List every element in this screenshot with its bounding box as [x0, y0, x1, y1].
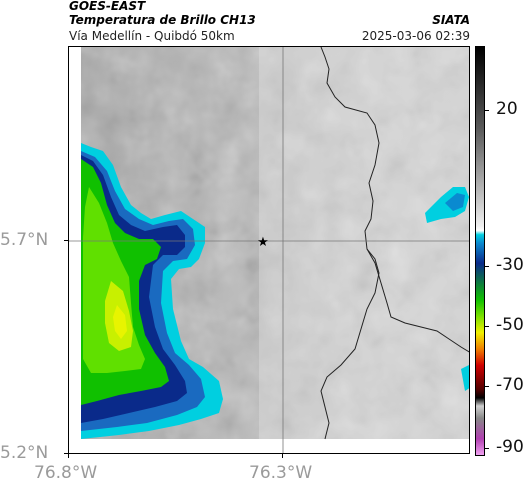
datetime-label: 2025-03-06 02:39: [361, 29, 470, 43]
cbar-tick-label: -70: [496, 375, 524, 395]
cbar-tick-label: -50: [496, 315, 524, 335]
cloud-light-region: [259, 47, 469, 439]
convective-cloud: [81, 143, 223, 439]
y-tickmark-1: [64, 240, 68, 241]
x-tickmark-2: [282, 454, 283, 458]
region-subtitle: Vía Medellín - Quibdó 50km: [69, 29, 235, 43]
cbar-tick-label: -30: [496, 255, 524, 275]
y-tickmark-2: [64, 453, 68, 454]
star-icon[interactable]: ★: [257, 235, 269, 250]
border-line-south: [320, 248, 380, 440]
cbar-tick-label: -90: [496, 437, 524, 457]
x-tickmark-1: [68, 454, 69, 458]
y-tick-label: 5.7°N: [0, 230, 49, 250]
source-label: SIATA: [432, 13, 470, 27]
cloud-fragment-right-core: [445, 193, 465, 211]
cbar-tickmark: [485, 110, 489, 111]
no-data-bottom: [69, 439, 469, 453]
map-panel[interactable]: ★: [68, 46, 470, 454]
border-line-east: [320, 47, 469, 353]
y-tick-label: 5.2°N: [0, 443, 49, 463]
cbar-tickmark: [485, 386, 489, 387]
satellite-image: ★: [69, 47, 469, 453]
cbar-tickmark: [485, 448, 489, 449]
no-data-left: [69, 47, 81, 453]
x-tick-label: 76.8°W: [34, 463, 98, 483]
product-title: Temperatura de Brillo CH13: [69, 13, 256, 27]
colorbar: [475, 46, 485, 456]
x-tick-label: 76.3°W: [249, 463, 313, 483]
satellite-title: GOES-EAST: [69, 0, 146, 13]
cbar-tick-label: 20: [496, 99, 518, 119]
cbar-tickmark: [485, 326, 489, 327]
cloud-fragment-edge: [461, 365, 469, 391]
cbar-tickmark: [485, 266, 489, 267]
